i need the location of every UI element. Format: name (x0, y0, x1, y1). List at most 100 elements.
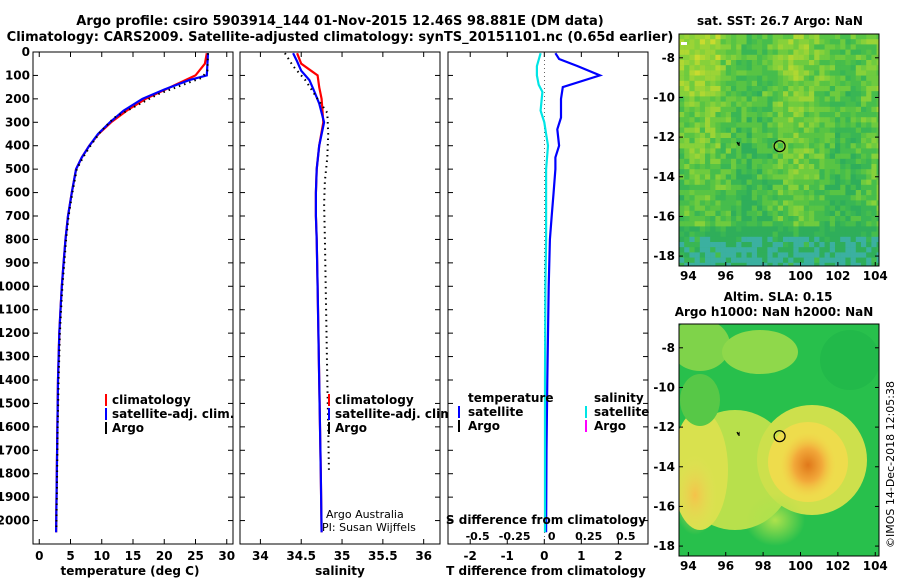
sst-cell (694, 205, 700, 211)
y-tick-label: 600 (5, 186, 30, 200)
sst-cell (866, 169, 872, 175)
sst-cell (866, 257, 872, 263)
sst-cell (725, 80, 732, 87)
sst-cell (840, 257, 846, 263)
sst-cell (777, 247, 784, 253)
sst-cell (736, 169, 742, 175)
sst-cell (850, 138, 856, 144)
sst-cell (772, 195, 778, 201)
legend-argo-label: Argo (112, 421, 144, 435)
sst-cell (871, 169, 877, 175)
sst-cell (829, 226, 836, 232)
sst-cell (835, 205, 841, 211)
y-tick-label: 100 (5, 68, 30, 82)
sst-cell (819, 39, 825, 45)
sst-cell (850, 96, 856, 102)
sst-cell (829, 179, 836, 185)
sst-cell (876, 247, 879, 253)
sst-cell (788, 179, 794, 185)
sal-legend-satellite-swatch (328, 408, 330, 420)
sst-cell (814, 174, 820, 180)
sst-cell (798, 179, 804, 185)
sst-cell (835, 195, 841, 201)
sst-cell (798, 34, 804, 40)
sst-cell (689, 210, 695, 217)
sst-cell (699, 190, 706, 196)
sst-cell (720, 205, 726, 211)
sst-cell (871, 101, 877, 107)
sst-cell (694, 91, 700, 97)
sst-cell (788, 80, 794, 87)
sst-cell (824, 132, 830, 139)
sst-cell (845, 257, 851, 263)
sst-cell (866, 75, 872, 81)
sst-cell (835, 101, 841, 107)
sst-cell (757, 179, 763, 185)
sst-cell (793, 164, 799, 170)
series-line-argo (55, 53, 209, 530)
sst-cell (814, 169, 820, 175)
sst-cell (798, 257, 804, 263)
sst-cell (741, 158, 747, 165)
sst-cell (710, 226, 716, 232)
sst-cell (720, 200, 726, 206)
sst-cell (689, 153, 695, 159)
sst-cell (855, 221, 862, 227)
sst-cell (876, 112, 879, 118)
map-x-tick-label: 104 (863, 559, 888, 573)
sst-cell (803, 247, 810, 253)
y-tick-label: 800 (5, 232, 30, 246)
sst-cell (694, 231, 700, 237)
sst-cell (783, 179, 789, 185)
sst-cell (751, 262, 758, 266)
sal-legend-satellite-label: satellite-adj. clim. (335, 407, 457, 421)
sst-cell (850, 164, 856, 170)
sst-cell (710, 195, 716, 201)
sst-cell (736, 91, 742, 97)
sst-cell (788, 174, 794, 180)
sst-cell (762, 101, 768, 107)
y-tick-label: 1200 (0, 326, 30, 340)
sst-cell (725, 122, 732, 128)
sst-cell (731, 132, 737, 139)
sst-cell (840, 221, 846, 227)
sst-cell (746, 96, 752, 102)
sst-cell (866, 86, 872, 92)
sst-cell (731, 242, 737, 248)
legend-s-satellite-swatch (585, 406, 587, 418)
sst-cell (762, 184, 768, 191)
sst-cell (803, 174, 810, 180)
sst-cell (861, 143, 867, 149)
sst-cell (861, 148, 867, 154)
sst-cell (809, 210, 815, 217)
sst-cell (725, 153, 732, 159)
sst-cell (741, 216, 747, 222)
sst-cell (824, 148, 830, 154)
sst-cell (835, 60, 841, 66)
sst-cell (777, 174, 784, 180)
sst-cell (871, 210, 877, 217)
sst-cell (699, 70, 706, 76)
salinity-depth-ticks (240, 51, 440, 522)
sst-cell (845, 226, 851, 232)
sst-cell (689, 49, 695, 55)
sst-cell (876, 127, 879, 133)
sst-cell (871, 49, 877, 55)
sst-cell (762, 127, 768, 133)
sst-cell (736, 179, 742, 185)
sst-cell (699, 117, 706, 123)
sst-cell (861, 132, 867, 139)
sst-cell (705, 247, 711, 253)
sst-cell (829, 164, 836, 170)
sst-cell (809, 236, 815, 243)
sst-cell (793, 96, 799, 102)
sst-cell (715, 143, 721, 149)
sst-cell (720, 54, 726, 61)
sst-cell (694, 101, 700, 107)
sst-cell (803, 60, 810, 66)
y-tick-label: 1600 (0, 420, 30, 434)
sst-cell (725, 252, 732, 258)
sst-cell (829, 75, 836, 81)
sst-cell (772, 216, 778, 222)
sst-cell (725, 205, 732, 211)
